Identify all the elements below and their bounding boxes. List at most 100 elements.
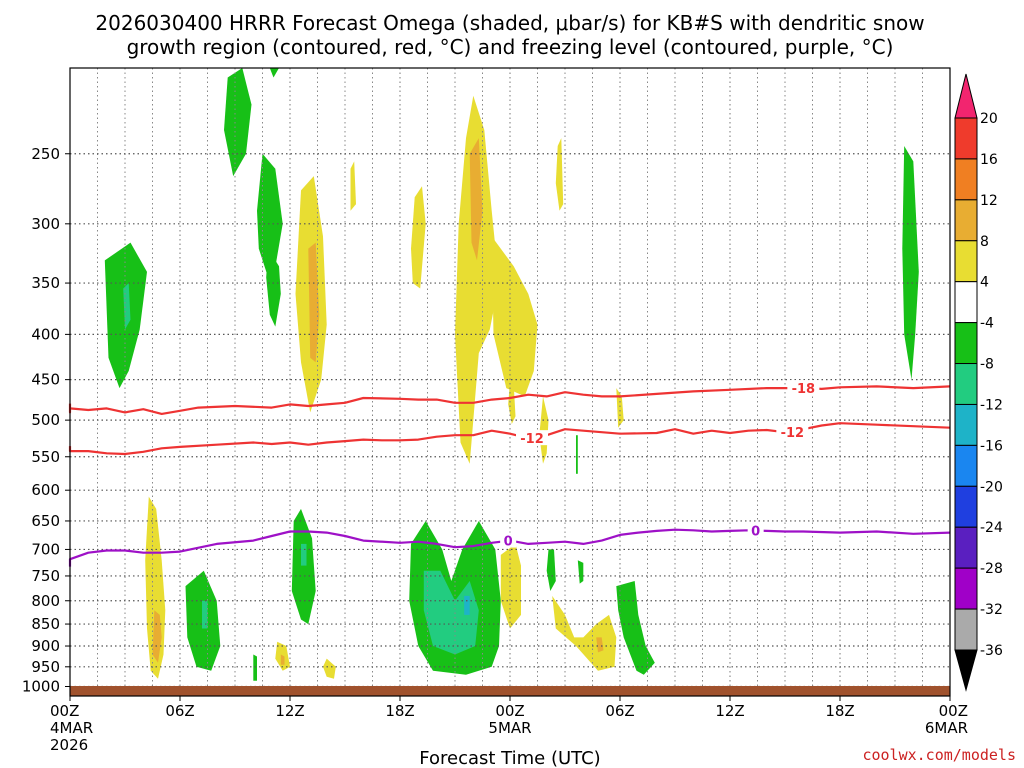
omega-area-11 [411, 186, 426, 289]
omega-area-41 [616, 581, 655, 675]
contour-label-bg [747, 522, 764, 538]
y-tick-label-450: 450 [31, 371, 60, 389]
contour-label-bg [516, 430, 548, 446]
y-tick-label-800: 800 [31, 592, 60, 610]
omega-area-0 [224, 68, 252, 177]
omega-area-37 [546, 549, 556, 591]
x-tick-label-4: 00Z [495, 702, 524, 720]
colorbar-cell-11 [954, 526, 978, 569]
colorbar-label-7: -12 [980, 397, 1003, 413]
omega-area-40 [596, 637, 604, 653]
omega-area-24 [152, 610, 162, 663]
x-tick-sublabel-8-0: 6MAR [925, 719, 968, 737]
x-axis-label: Forecast Time (UTC) [419, 748, 600, 768]
colorbar-top-arrow [954, 73, 978, 119]
colorbar-label-12: -32 [980, 602, 1003, 618]
omega-area-38 [577, 560, 584, 584]
colorbar: 20 16 12 8 4 -4 -8 -12 -16 -20 -24 -28 -32 -36 [954, 73, 1003, 692]
contour-label--18: -18 [792, 382, 816, 397]
colorbar-label-1: 16 [980, 152, 998, 168]
x-tick-label-7: 18Z [825, 702, 854, 720]
y-tick-label-900: 900 [31, 637, 60, 655]
y-tick-label-700: 700 [31, 540, 60, 558]
omega-area-14 [491, 236, 538, 397]
y-tick-label-250: 250 [31, 145, 60, 163]
omega-area-34 [423, 570, 479, 655]
contour-label-bg [787, 380, 820, 396]
x-tick-label-0: 00Z [50, 702, 79, 720]
contour-label-bg [500, 532, 517, 548]
omega-area-9 [308, 242, 320, 363]
colorbar-cell-1 [954, 117, 978, 160]
contour-line--12 [68, 422, 951, 456]
colorbar-label-2: 12 [980, 193, 998, 209]
colorbar-cell-7 [954, 363, 978, 405]
y-tick-label-1000: 1000 [22, 678, 60, 696]
colorbar-label-4: 4 [980, 275, 989, 291]
y-tick-label-850: 850 [31, 615, 60, 633]
omega-area-27 [291, 508, 316, 625]
contour-label--12: -12 [520, 432, 544, 447]
colorbar-cell-4 [954, 240, 978, 283]
omega-area-36 [500, 543, 521, 629]
omega-area-35 [464, 595, 470, 615]
colorbar-label-9: -20 [980, 479, 1003, 495]
omega-area-19 [576, 435, 578, 474]
y-axis-ticks: 250 300 350 400 450 500 550 600 650 700 750 800 850 9… [22, 145, 70, 696]
colorbar-cell-2 [954, 158, 978, 201]
contour-label-0: 0 [504, 535, 513, 550]
colorbar-cell-8 [954, 403, 978, 446]
credit-text: coolwx.com/models [862, 746, 1016, 764]
omega-area-17 [539, 396, 549, 464]
colorbar-label-3: 8 [980, 234, 989, 250]
colorbar-cell-3 [954, 199, 978, 242]
x-tick-label-1: 06Z [165, 702, 194, 720]
plot-area: -18 -12 -12 0 0 [68, 67, 951, 697]
contour-line-0 [68, 528, 951, 567]
contour-label-bg [776, 424, 809, 440]
contour-line--18 [68, 385, 951, 415]
grid-lines [70, 68, 950, 696]
colorbar-cell-9 [954, 444, 978, 487]
chart-title-line-1: 2026030400 HRRR Forecast Omega (shaded, … [95, 11, 924, 35]
y-tick-label-600: 600 [31, 481, 60, 499]
omega-area-5 [123, 283, 131, 330]
y-tick-label-300: 300 [31, 215, 60, 233]
omega-shading-layer [104, 68, 919, 681]
colorbar-bottom-arrow [954, 649, 978, 692]
x-tick-label-8: 00Z [939, 702, 968, 720]
x-tick-sublabel-0-0: 4MAR [50, 719, 93, 737]
omega-area-18 [616, 388, 624, 428]
colorbar-label-5: -4 [980, 316, 994, 332]
omega-area-2 [257, 153, 283, 289]
omega-area-32 [323, 658, 336, 679]
x-tick-label-2: 12Z [275, 702, 304, 720]
colorbar-cell-12 [954, 567, 978, 610]
contour-label-0: 0 [751, 524, 760, 539]
colorbar-cell-10 [954, 485, 978, 528]
x-tick-sublabel-0-1: 2026 [50, 736, 88, 754]
omega-area-30 [280, 654, 285, 665]
omega-area-39 [552, 595, 617, 671]
y-tick-label-750: 750 [31, 567, 60, 585]
y-tick-label-950: 950 [31, 658, 60, 676]
colorbar-label-8: -16 [980, 438, 1003, 454]
omega-area-26 [202, 600, 208, 629]
y-tick-label-550: 550 [31, 448, 60, 466]
y-tick-label-500: 500 [31, 411, 60, 429]
omega-area-31 [253, 654, 257, 681]
y-tick-label-650: 650 [31, 512, 60, 530]
colorbar-label-13: -36 [980, 643, 1003, 659]
x-tick-label-5: 06Z [605, 702, 634, 720]
x-tick-label-3: 18Z [385, 702, 414, 720]
chart-title-line-2: growth region (contoured, red, °C) and f… [127, 35, 894, 59]
omega-area-1 [269, 68, 279, 78]
colorbar-cell-13 [954, 608, 978, 651]
omega-area-10 [350, 161, 356, 211]
omega-area-20 [902, 146, 919, 380]
omega-area-12 [455, 95, 499, 464]
colorbar-cell-6 [954, 322, 978, 365]
omega-area-13 [469, 138, 483, 261]
